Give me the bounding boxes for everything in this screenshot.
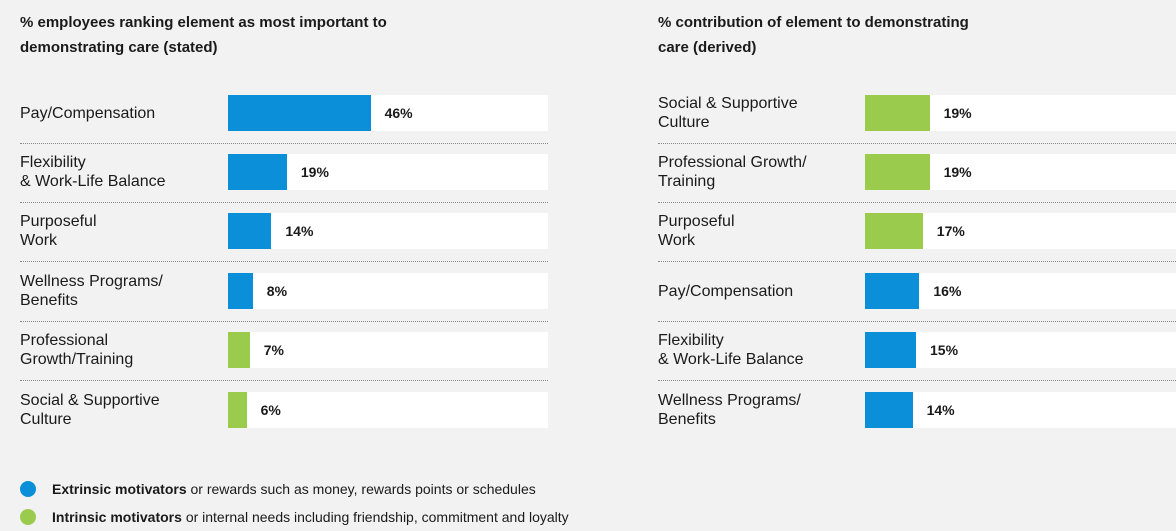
chart-title: % contribution of element to demonstrati… [658,14,969,56]
bar-track [228,273,548,309]
bar [228,213,272,249]
category-label: Purposeful Work [20,213,97,249]
bar [865,392,913,428]
legend-name: Extrinsic motivators [52,481,187,497]
legend-text: or rewards such as money, rewards points… [190,481,536,497]
row-separator [658,380,1176,381]
value-label: 19% [300,164,329,180]
bar [228,154,287,190]
bar [865,213,923,249]
row-separator [658,261,1176,262]
bar [865,273,920,309]
value-label: 46% [384,105,413,121]
bar-track [865,392,1176,428]
bar-track [228,213,548,249]
value-label: 6% [260,402,281,418]
legend-entry: Intrinsic motivators or internal needs i… [52,508,569,526]
value-label: 14% [285,223,314,239]
category-label: Social & Supportive Culture [20,392,160,428]
category-label: Pay/Compensation [658,282,794,300]
value-label: 7% [263,342,284,358]
category-label: Wellness Programs/ Benefits [658,392,801,428]
value-label: 8% [266,283,288,299]
legend-entry: Extrinsic motivators or rewards such as … [52,480,536,498]
category-label: Social & Supportive Culture [658,95,798,131]
category-label: Wellness Programs/ Benefits [20,273,163,309]
bar [228,392,247,428]
row-separator [20,261,548,262]
bar [228,95,371,131]
row-separator [658,321,1176,322]
row-separator [20,321,548,322]
legend-name: Intrinsic motivators [52,509,182,525]
bar [228,273,253,309]
row-separator [658,143,1176,144]
value-label: 17% [936,223,965,239]
category-label: Professional Growth/ Training [658,154,807,190]
bar-track [865,332,1176,368]
bar-track [228,392,548,428]
row-separator [20,143,548,144]
value-label: 15% [930,342,959,358]
bar [228,332,250,368]
bar [865,95,930,131]
category-label: Purposeful Work [658,213,735,249]
value-label: 14% [926,402,955,418]
bar-track [228,332,548,368]
bar [865,154,930,190]
row-separator [20,380,548,381]
chart-title: % employees ranking element as most impo… [20,14,387,56]
row-separator [658,202,1176,203]
category-label: Professional Growth/Training [20,332,134,368]
bar [865,332,916,368]
category-label: Flexibility & Work-Life Balance [20,154,166,190]
legend-dot [20,509,36,525]
legend-text: or internal needs including friendship, … [185,509,569,525]
value-label: 19% [943,105,972,121]
legend-dot [20,481,36,497]
category-label: Flexibility & Work-Life Balance [658,332,804,368]
row-separator [20,202,548,203]
value-label: 16% [933,283,962,299]
value-label: 19% [943,164,972,180]
category-label: Pay/Compensation [20,104,156,122]
